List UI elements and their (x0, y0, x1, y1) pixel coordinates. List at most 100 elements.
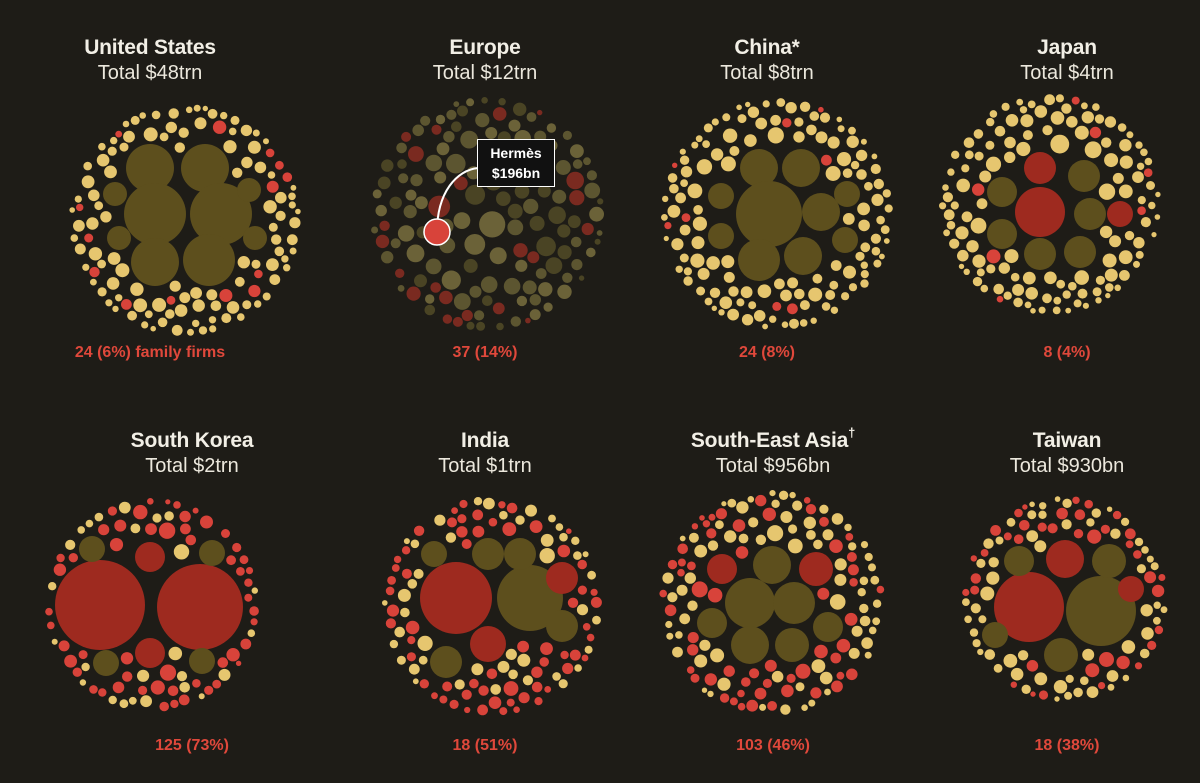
company-bubble (1074, 125, 1089, 140)
company-bubble (970, 585, 980, 595)
company-bubble (746, 699, 759, 712)
company-bubble (1044, 271, 1057, 285)
company-bubble (687, 644, 699, 656)
company-bubble (843, 265, 856, 279)
company-bubble (439, 695, 448, 704)
company-bubble (803, 516, 816, 529)
panel-south-korea: South Korea Total $2trn 125 (73%) (42, 393, 342, 783)
company-bubble (691, 523, 699, 530)
company-bubble (708, 513, 716, 521)
company-bubble (558, 679, 568, 689)
company-bubble (1053, 296, 1062, 305)
company-bubble (831, 680, 843, 693)
company-bubble (949, 238, 960, 249)
company-bubble (165, 309, 175, 319)
company-bubble (47, 621, 55, 630)
company-bubble (106, 277, 120, 290)
company-bubble (443, 131, 455, 143)
company-bubble (589, 206, 604, 222)
company-bubble (244, 593, 253, 602)
company-bubble (1066, 576, 1136, 646)
company-bubble (124, 183, 186, 245)
company-bubble (396, 655, 406, 665)
company-bubble (96, 153, 110, 167)
company-bubble (1094, 114, 1105, 124)
company-bubble (453, 212, 471, 230)
region-title: China* (734, 36, 800, 59)
company-bubble (498, 501, 506, 509)
company-bubble (771, 670, 784, 683)
company-bubble (781, 321, 789, 329)
company-bubble (707, 690, 714, 698)
company-bubble (515, 259, 528, 272)
company-bubble (385, 618, 396, 629)
company-bubble (546, 562, 578, 594)
company-bubble (860, 270, 869, 279)
company-bubble (165, 121, 177, 134)
company-bubble (112, 681, 125, 694)
company-bubble (570, 236, 582, 248)
company-bubble (770, 114, 781, 126)
company-bubble (1119, 139, 1132, 152)
company-bubble (979, 170, 992, 183)
company-bubble (244, 578, 253, 587)
company-bubble (174, 142, 185, 153)
company-bubble (461, 689, 472, 700)
company-bubble (829, 594, 846, 610)
company-bubble (1151, 584, 1165, 598)
company-bubble (780, 511, 793, 523)
company-bubble (736, 104, 742, 111)
company-bubble (581, 654, 589, 662)
company-bubble (691, 141, 699, 149)
company-bubble (1153, 601, 1161, 609)
company-bubble (870, 575, 880, 585)
company-bubble (699, 639, 711, 651)
company-bubble (263, 200, 277, 214)
company-bubble (1044, 638, 1078, 672)
company-bubble (463, 258, 478, 273)
company-bubble (755, 534, 767, 545)
company-bubble (107, 252, 121, 265)
company-bubble (1148, 201, 1156, 210)
company-bubble (808, 287, 823, 302)
company-bubble (516, 295, 528, 307)
company-bubble (567, 215, 581, 229)
company-bubble (836, 671, 845, 680)
company-bubble (1054, 496, 1061, 502)
company-bubble (453, 101, 460, 107)
company-bubble (173, 544, 190, 560)
company-bubble (970, 603, 981, 614)
company-bubble (876, 585, 885, 594)
company-bubble (176, 671, 188, 682)
company-bubble (453, 293, 471, 310)
company-bubble (736, 501, 749, 514)
company-bubble (773, 582, 815, 624)
company-bubble (1064, 691, 1073, 700)
company-bubble (1092, 103, 1100, 111)
company-bubble (821, 302, 831, 311)
company-bubble (529, 294, 541, 306)
company-bubble (562, 272, 573, 283)
company-bubble (675, 265, 683, 273)
company-bubble (679, 613, 691, 625)
company-bubble (1021, 684, 1031, 694)
company-bubble (584, 182, 601, 199)
region-total: Total $2trn (145, 455, 239, 477)
company-bubble (410, 539, 420, 549)
company-bubble (846, 135, 859, 148)
company-bubble (834, 558, 847, 571)
company-bubble (859, 615, 871, 627)
company-bubble (288, 201, 296, 209)
company-bubble (1133, 260, 1140, 268)
company-bubble (144, 310, 153, 319)
company-bubble (748, 301, 757, 310)
company-bubble (488, 696, 502, 709)
company-bubble (377, 176, 391, 190)
company-bubble (719, 693, 730, 703)
company-bubble (844, 523, 852, 532)
region-title: Japan (1037, 36, 1097, 59)
company-bubble (1074, 509, 1086, 520)
company-bubble (994, 572, 1064, 642)
company-bubble (882, 189, 891, 198)
company-bubble (135, 638, 165, 668)
